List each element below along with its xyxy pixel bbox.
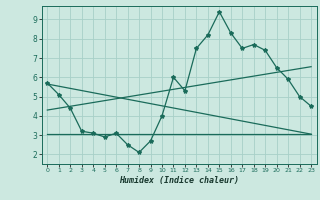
X-axis label: Humidex (Indice chaleur): Humidex (Indice chaleur): [119, 176, 239, 185]
